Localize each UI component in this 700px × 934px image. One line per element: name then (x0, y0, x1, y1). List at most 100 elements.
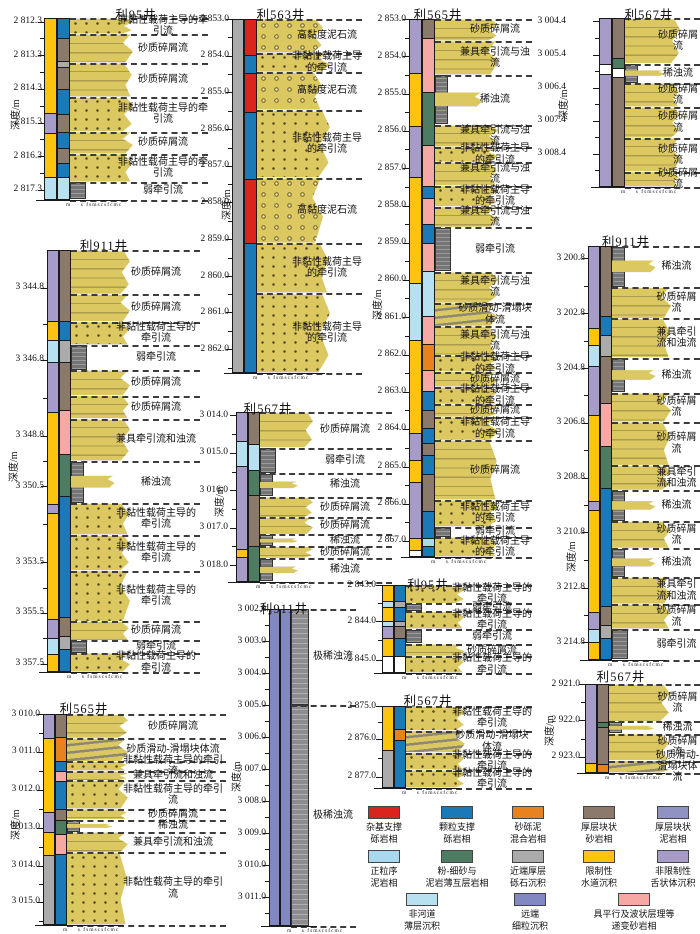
zone-label: 砂质碎屑流 (131, 625, 181, 637)
facies-column-segment (601, 403, 611, 447)
depth-tick-major (230, 452, 236, 454)
facies-column (57, 18, 70, 200)
facies-column-segment (423, 270, 434, 317)
depth-tick-minor (265, 721, 269, 723)
sand-body (609, 734, 669, 761)
sand-body (435, 326, 497, 355)
zone-label: 非黏性载荷主导的牵引流 (460, 143, 530, 166)
depth-tick-major (41, 287, 47, 289)
zone-boundary (435, 355, 532, 358)
zone-boundary (260, 497, 392, 499)
zone-label: 砂质碎屑流 (138, 42, 188, 54)
legend-item: 限制性 水道沉积 (539, 850, 659, 890)
column-baseline (401, 557, 493, 558)
unit-column-segment (589, 365, 599, 416)
zone-label: 非黏性载荷主导的牵引流 (460, 535, 530, 559)
depth-tick-minor (378, 757, 382, 759)
zone-sandp (435, 355, 498, 372)
depth-tick-major (263, 833, 269, 835)
facies-column-segment (423, 455, 434, 474)
zone-boundary (435, 41, 532, 44)
zone-boundary (71, 570, 200, 573)
depth-tick-major (582, 258, 588, 260)
zone-label: 非黏性载荷主导的牵引流 (118, 156, 208, 179)
zone-label: 非黏性载荷主导的牵引流 (452, 653, 532, 676)
depth-tick-label: 3 353.5 (15, 556, 45, 567)
depth-tick-major (582, 313, 588, 315)
zone-label: 砂质碎屑流 (656, 396, 697, 419)
zone-label: 砂质碎屑流 (131, 377, 181, 389)
depth-tick-major (403, 503, 409, 505)
sand-body (435, 387, 497, 404)
zone-sand (71, 250, 130, 294)
depth-tick-label: 2 877.0 (347, 771, 377, 782)
zone-boundary (435, 526, 532, 529)
zone-label: 稀浊流 (661, 261, 692, 273)
depth-tick-major (376, 706, 382, 707)
zone-boundary-bottom (257, 373, 362, 375)
facies-column-segment (245, 73, 256, 113)
depth-tick-major (230, 490, 236, 492)
depth-tick-major (37, 751, 43, 753)
legend-swatch (514, 893, 546, 906)
zone-boundary (67, 770, 226, 773)
zone-boundary (435, 271, 532, 274)
depth-tick-major (38, 55, 44, 57)
zone-label: 兼具牵引流和浊流 (133, 836, 213, 848)
depth-tick-major (41, 612, 47, 614)
zone-label: 高黏度泥石流 (297, 30, 357, 42)
depth-tick-minor (39, 846, 43, 848)
depth-tick-label: 2 844.0 (347, 615, 377, 626)
depth-tick-major (593, 153, 599, 155)
depth-tick-minor (378, 640, 382, 642)
depth-tick-minor (39, 920, 43, 922)
zone-boundary (71, 503, 200, 506)
depth-tick-minor (265, 913, 269, 915)
zone-slump (67, 738, 128, 761)
depth-axis-label: 深度/m (9, 451, 20, 482)
zone-boundary-top (612, 246, 700, 248)
legend-label: 远端 细粒沉积 (511, 909, 548, 931)
zone-mud (71, 345, 117, 370)
well-title-li567-bottom-mid: 利567井 (403, 694, 453, 708)
zone-boundary (67, 761, 226, 764)
zone-label: 稀浊流 (141, 476, 171, 488)
zone-boundary-bottom (71, 672, 200, 674)
zone-boundary (71, 321, 200, 324)
facies-column-segment (245, 242, 256, 372)
sand-sliver (435, 92, 483, 107)
zone-label: 兼具牵引流和浊流 (133, 770, 213, 782)
depth-tick-minor (43, 638, 47, 640)
depth-tick-major (403, 205, 409, 207)
zone-sand (260, 497, 313, 517)
zone-boundary (67, 780, 226, 783)
zone-label: 非黏性载荷主导的牵引流 (452, 583, 532, 606)
unit-column-segment (48, 618, 58, 639)
depth-tick-label: 3 006.4 (537, 82, 567, 93)
depth-tick-major (263, 737, 269, 739)
sand-body (70, 18, 133, 34)
zone-boundary (609, 721, 700, 724)
facies-column (55, 714, 67, 925)
zone-label: 兼具牵引流与浊流 (460, 124, 530, 148)
depth-tick-minor (405, 37, 409, 39)
zone-sand (435, 207, 498, 227)
depth-tick-label: 3 010.0 (237, 859, 267, 870)
depth-tick-label: 2 859.0 (377, 237, 407, 248)
depth-tick-major (226, 19, 232, 20)
sand-body (260, 497, 313, 517)
depth-tick-label: 2 853.0 (377, 13, 407, 24)
facies-column-segment (58, 113, 69, 132)
zone-label: 砂质碎屑流 (470, 373, 520, 385)
depth-tick-minor (584, 505, 588, 507)
sand-body (625, 83, 679, 107)
depth-tick-minor (265, 753, 269, 755)
legend-swatch (441, 806, 473, 819)
zone-sand (609, 684, 670, 721)
sand-body (260, 546, 313, 558)
depth-tick-major (226, 312, 232, 314)
sand-body (70, 34, 133, 63)
depth-tick-label: 3 002.0 (237, 603, 267, 614)
depth-tick-label: 2 860.0 (377, 274, 407, 285)
depth-tick-label: 3 011.0 (11, 746, 40, 757)
